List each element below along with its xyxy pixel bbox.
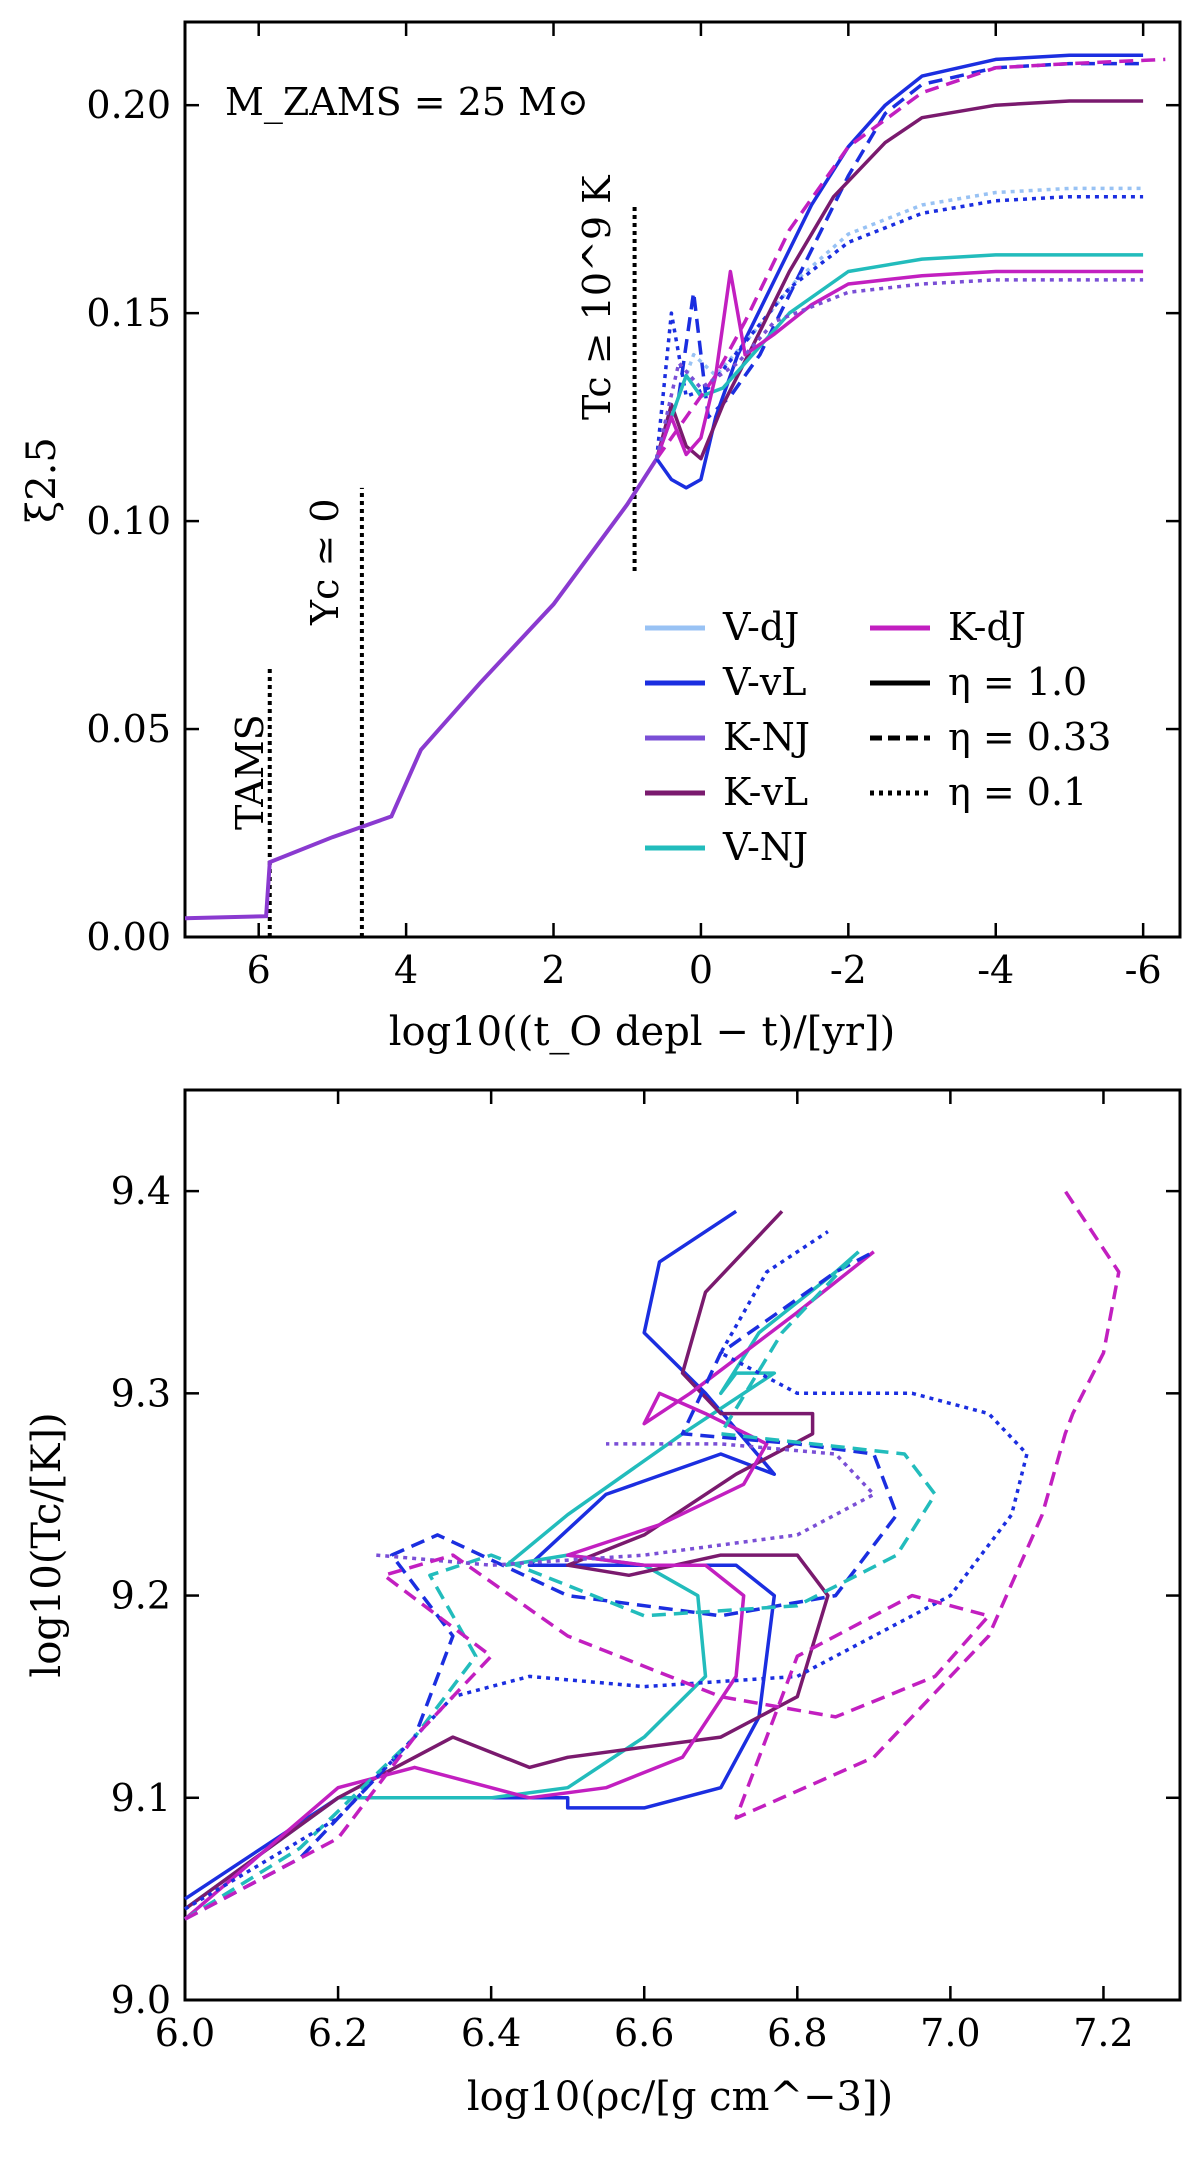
legend-label: η = 0.1	[948, 770, 1087, 814]
legend-label: V-dJ	[722, 605, 799, 649]
legend-label: η = 1.0	[948, 660, 1087, 704]
top-xtick-label: 0	[689, 948, 713, 992]
top-xtick-label: 2	[541, 948, 565, 992]
series-line-K-NJ-eta-0.1	[654, 278, 1144, 460]
bottom-xlabel: log10(ρc/[g cm^−3])	[467, 2074, 893, 2120]
legend-label: V-vL	[722, 660, 807, 704]
series-line-V-NJ-eta-0.33	[184, 1250, 937, 1921]
series-line-K-dJ-eta-1.0	[183, 1250, 875, 1921]
series-line-K-vL-eta-1.0	[183, 1210, 830, 1911]
legend-label: K-dJ	[948, 605, 1026, 649]
bottom-ytick-label: 9.3	[111, 1371, 171, 1415]
top-vline-label-yc: Yc ≃ 0	[303, 498, 347, 626]
top-vline-label-tc: Tc ≥ 10^9 K	[575, 175, 619, 420]
legend-label: K-vL	[723, 770, 808, 814]
series-shared-trunk	[184, 457, 659, 921]
top-ytick-label: 0.00	[86, 915, 171, 959]
bottom-ylabel: log10(Tc/[K])	[24, 1412, 70, 1677]
bottom-xtick-label: 6.6	[614, 2011, 674, 2055]
top-xlabel: log10((t_O depl − t)/[yr])	[389, 1009, 895, 1055]
bottom-axes: 6.0 6.2 6.4 6.6 6.8 7.0 7.2 9.0 9.1 9.2 9.3 9.4	[111, 1090, 1180, 2055]
bottom-ytick-label: 9.0	[111, 1978, 171, 2022]
legend-label: V-NJ	[722, 825, 808, 869]
top-vline-label-tams: TAMS	[228, 714, 272, 830]
top-xtick-label: -4	[977, 948, 1014, 992]
top-xtick-label: -6	[1125, 948, 1162, 992]
top-vertical-markers	[267, 205, 637, 937]
bottom-xtick-label: 6.2	[308, 2011, 368, 2055]
legend: V-dJ V-vL K-NJ K-vL V-NJ K-dJ η = 1.0 η = 0.33 η…	[645, 605, 1111, 869]
series-line-K-vL-eta-1.0	[655, 99, 1144, 461]
series-line-K-dJ-eta-0.33	[184, 1190, 1121, 1921]
top-xtick-label: 4	[394, 948, 418, 992]
top-ytick-label: 0.10	[86, 499, 171, 543]
bottom-series-group	[183, 1190, 1121, 1921]
legend-label: K-NJ	[723, 715, 810, 759]
bottom-plot-frame	[183, 1088, 1182, 2002]
bottom-ytick-label: 9.2	[111, 1574, 171, 1618]
top-ytick-label: 0.05	[86, 707, 171, 751]
series-line-V-vL-eta-0.1	[184, 1230, 1029, 1911]
series-line-V-dJ-eta-0.1	[655, 186, 1144, 460]
legend-label: η = 0.33	[948, 715, 1111, 759]
top-plot-frame	[183, 20, 1182, 939]
series-line-V-vL-eta-0.33	[184, 1250, 899, 1921]
bottom-xtick-label: 6.4	[461, 2011, 521, 2055]
top-ytick-label: 0.20	[86, 83, 171, 127]
series-line-V-vL-eta-0.1	[654, 194, 1144, 459]
top-ylabel: ξ2.5	[19, 437, 65, 523]
bottom-xtick-label: 7.0	[920, 2011, 980, 2055]
bottom-ytick-label: 9.1	[111, 1776, 171, 1820]
top-series-group	[184, 53, 1166, 921]
bottom-xtick-label: 6.0	[155, 2011, 215, 2055]
series-line-K-dJ-eta-1.0	[655, 269, 1144, 460]
top-axes: 6 4 2 0 -2 -4 -6 0.00 0.05 0.10 0.15 0.20	[86, 22, 1180, 992]
top-ytick-label: 0.15	[86, 291, 171, 335]
top-mass-annotation: M_ZAMS = 25 M⊙	[225, 80, 589, 125]
series-line-V-vL-eta-1.0	[655, 53, 1144, 490]
bottom-xtick-label: 6.8	[767, 2011, 827, 2055]
top-xtick-label: 6	[247, 948, 271, 992]
bottom-ytick-label: 9.4	[111, 1169, 171, 1213]
bottom-xtick-label: 7.2	[1073, 2011, 1133, 2055]
series-line-K-NJ-eta-0.1	[376, 1442, 876, 1567]
series-line-V-NJ-eta-1.0	[655, 253, 1144, 460]
top-xtick-label: -2	[830, 948, 867, 992]
series-line-K-dJ-eta-0.33	[655, 57, 1166, 460]
